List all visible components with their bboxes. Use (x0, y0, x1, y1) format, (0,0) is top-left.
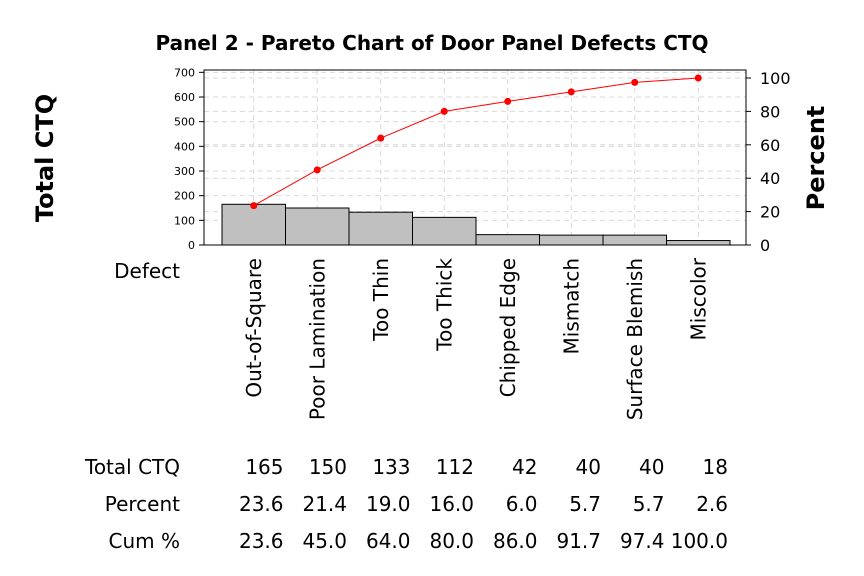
x-axis-title: Defect (114, 259, 180, 283)
y2-axis-ticks: 0 20 40 60 80 100 (746, 69, 791, 255)
category-label: Surface Blemish (623, 258, 647, 420)
cumulative-point (631, 78, 639, 86)
table-cell: 6.0 (506, 492, 538, 516)
table-cell: 80.0 (429, 529, 474, 553)
y-tick-label: 0 (188, 239, 195, 252)
y-tick-label: 300 (174, 165, 195, 178)
cumulative-line-series (250, 74, 702, 210)
bar (285, 207, 350, 246)
table-cell: 133 (372, 455, 410, 479)
cumulative-point (504, 97, 512, 105)
bar (348, 211, 413, 246)
bar (412, 216, 477, 246)
table-cell: 112 (436, 455, 474, 479)
table-cell: 23.6 (239, 529, 284, 553)
bar (666, 240, 731, 246)
table-cell: 21.4 (302, 492, 347, 516)
category-labels: Out-of-Square Poor Lamination Too Thin Too … (242, 257, 711, 420)
category-label: Out-of-Square (242, 258, 266, 398)
table-row-label: Percent (105, 492, 180, 516)
table-cell: 150 (309, 455, 347, 479)
y-tick-label: 500 (174, 116, 195, 129)
table-cell: 86.0 (493, 529, 538, 553)
cumulative-point (377, 134, 385, 142)
category-label: Chipped Edge (496, 258, 520, 397)
bar (539, 234, 604, 246)
table-cell: 97.4 (620, 529, 665, 553)
y-axis-ticks: 0 100 200 300 400 500 600 700 (174, 66, 204, 252)
bar-series (221, 203, 731, 246)
y2-tick-label: 0 (760, 236, 770, 255)
table-row-label: Total CTQ (84, 455, 180, 479)
table-cell: 100.0 (671, 529, 728, 553)
y2-axis-title: Percent (802, 106, 830, 211)
y2-tick-label: 40 (760, 169, 780, 188)
table-cell: 45.0 (302, 529, 347, 553)
y-tick-label: 200 (174, 190, 195, 203)
table-cell: 42 (512, 455, 537, 479)
category-label: Miscolor (686, 257, 710, 340)
table-cell: 91.7 (556, 529, 601, 553)
y-tick-label: 600 (174, 91, 195, 104)
y-tick-label: 700 (174, 66, 195, 79)
table-cell: 2.6 (696, 492, 728, 516)
cumulative-line (253, 77, 699, 207)
table-cell: 64.0 (366, 529, 411, 553)
category-label: Poor Lamination (305, 258, 329, 420)
cumulative-point (694, 74, 702, 82)
y2-tick-label: 100 (760, 69, 791, 88)
cumulative-point (250, 202, 258, 210)
y-tick-label: 400 (174, 140, 195, 153)
table-cell: 18 (703, 455, 728, 479)
cumulative-point (313, 166, 321, 174)
y2-tick-label: 60 (760, 136, 780, 155)
bar (221, 203, 286, 246)
summary-table: Total CTQ 165 150 133 112 42 40 40 18 Percent 23.6… (84, 455, 728, 553)
table-cell: 16.0 (429, 492, 474, 516)
plot-frame (203, 69, 747, 246)
y2-tick-label: 20 (760, 203, 780, 222)
table-cell: 40 (639, 455, 664, 479)
cumulative-point (440, 107, 448, 115)
cumulative-point (567, 88, 575, 96)
bar (602, 234, 667, 246)
table-cell: 5.7 (633, 492, 665, 516)
category-label: Too Thin (369, 258, 393, 342)
table-cell: 19.0 (366, 492, 411, 516)
category-label: Mismatch (559, 258, 583, 354)
table-row-label: Cum % (109, 529, 180, 553)
category-label: Too Thick (432, 258, 456, 352)
bar (475, 234, 540, 246)
table-cell: 165 (245, 455, 283, 479)
table-cell: 5.7 (569, 492, 601, 516)
y-axis-title: Total CTQ (31, 94, 59, 222)
table-cell: 23.6 (239, 492, 284, 516)
y-tick-label: 100 (174, 214, 195, 227)
y2-tick-label: 80 (760, 102, 780, 121)
table-cell: 40 (576, 455, 601, 479)
chart-title: Panel 2 - Pareto Chart of Door Panel Def… (155, 31, 708, 55)
